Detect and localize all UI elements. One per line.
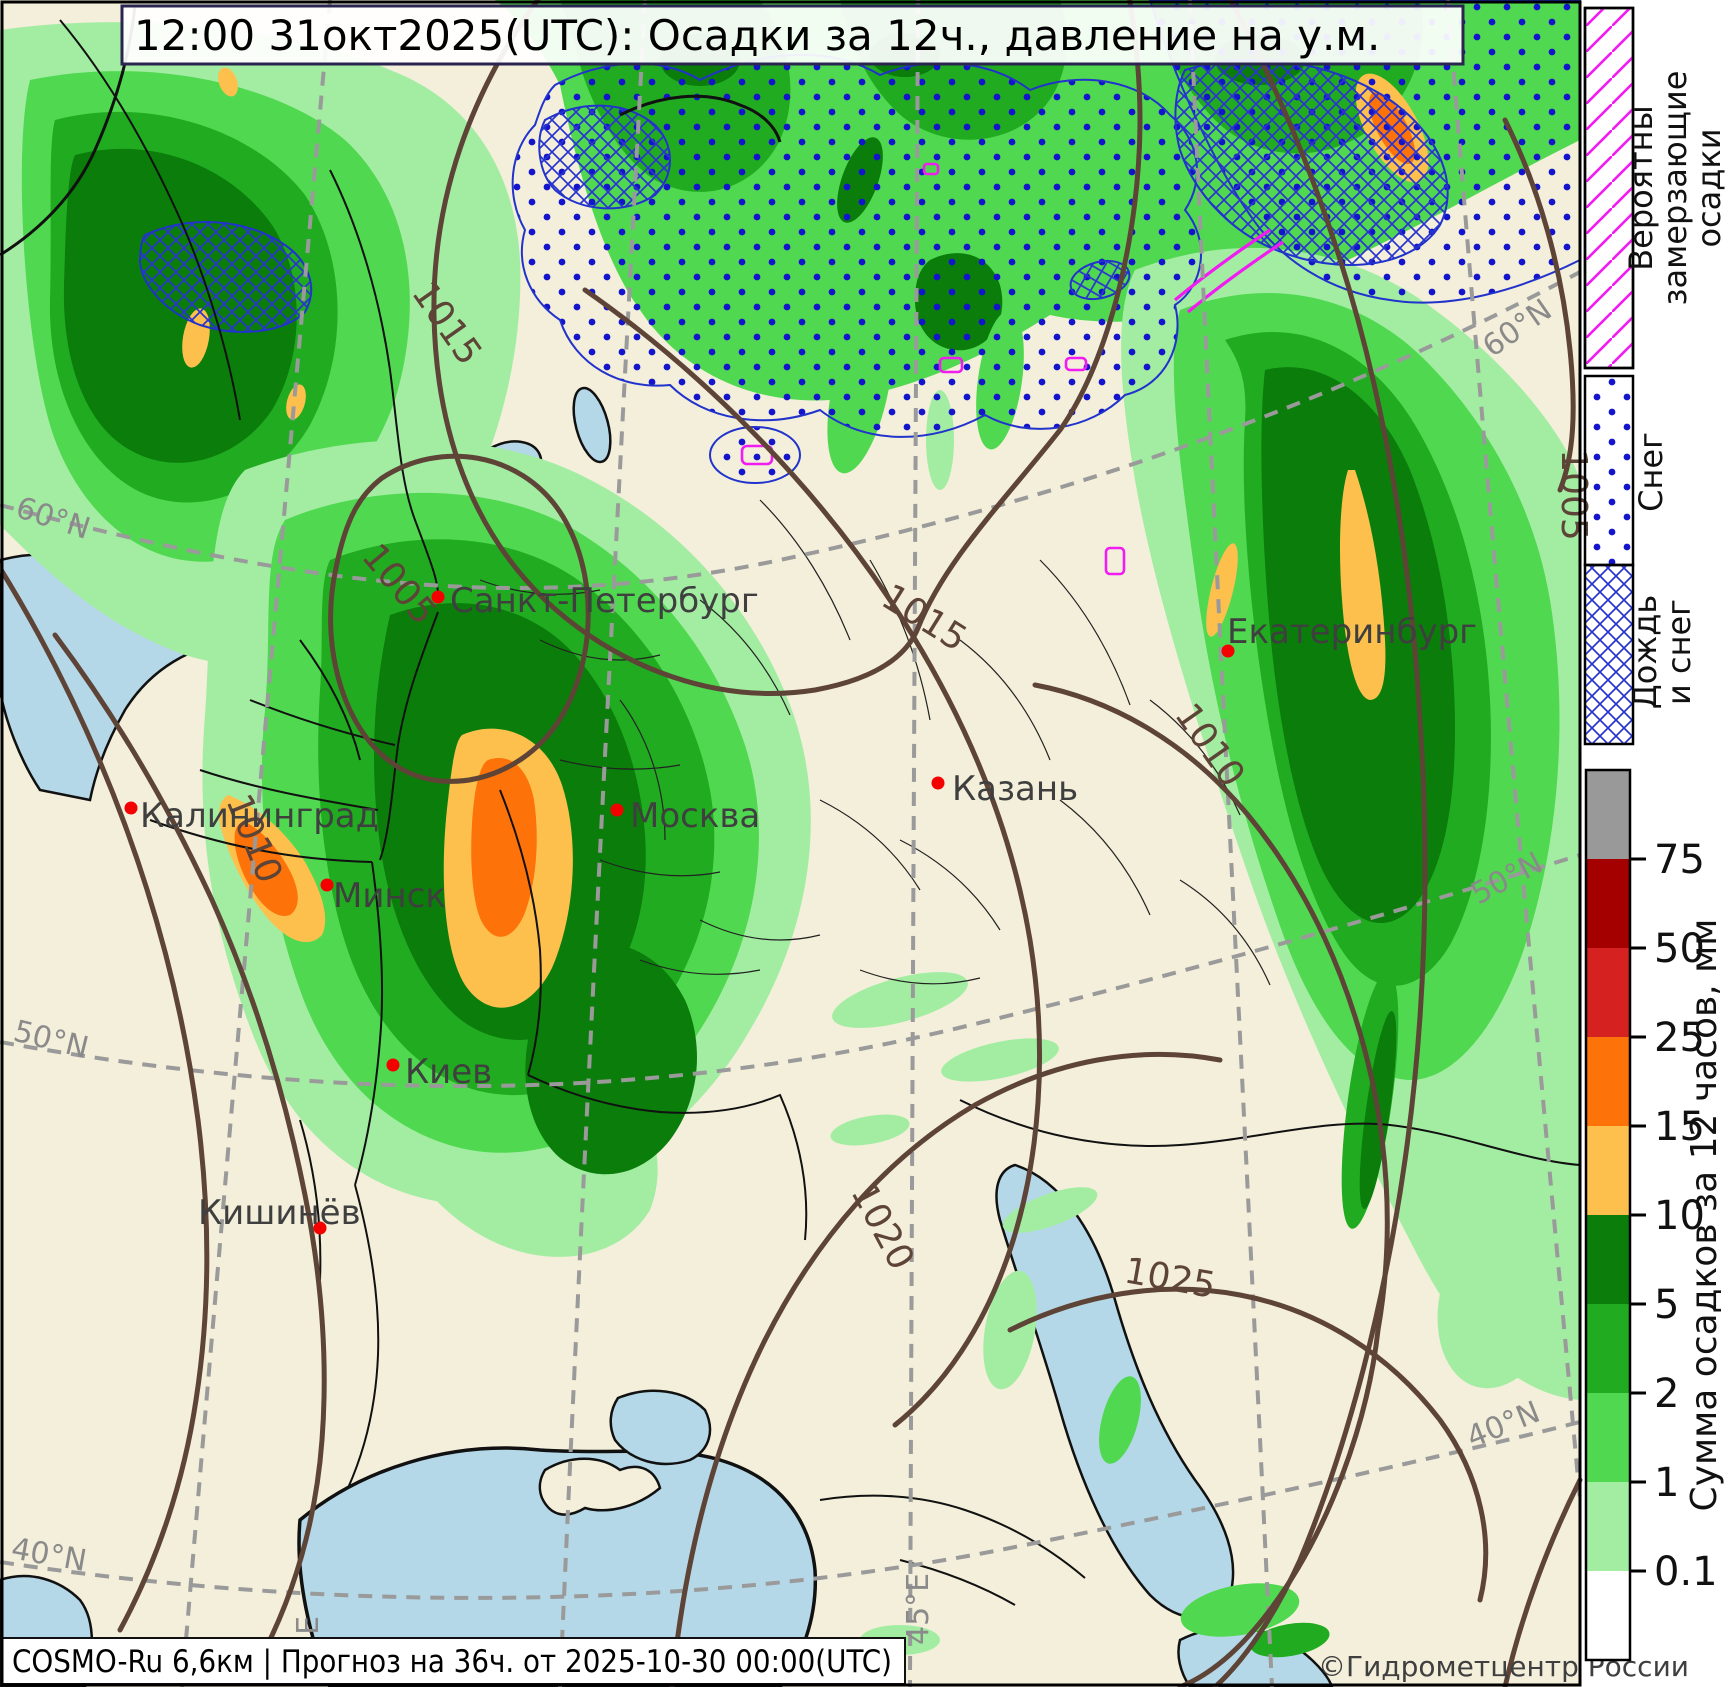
colorbar-segment	[1586, 859, 1630, 948]
city-kiev: Киев	[386, 1052, 492, 1092]
legend-freezing: Вероятны замерзающие осадки	[1583, 6, 1728, 370]
colorbar-tick-label: 15	[1654, 1104, 1705, 1150]
city-label: Санкт-Петербург	[450, 581, 759, 621]
svg-text:Снег: Снег	[1632, 432, 1670, 512]
legend-rainsnow-swatch	[1583, 563, 1635, 746]
city-dot	[931, 776, 945, 790]
city-minsk: Минск	[320, 876, 446, 916]
colorbar-segment	[1586, 1126, 1630, 1215]
city-kishinev: Кишинёв	[198, 1193, 361, 1235]
colorbar-segment	[1586, 1215, 1630, 1304]
city-label: Минск	[333, 876, 446, 916]
colorbar-segment	[1586, 1037, 1630, 1126]
colorbar-tick-label: 5	[1654, 1282, 1679, 1328]
graticule-layer	[0, 0, 1582, 1687]
colorbar: 75 50 25 15 10 5 2 1 0.1 Сумма осадков з…	[1584, 768, 1725, 1662]
colorbar-tick-label: 2	[1654, 1371, 1679, 1417]
colorbar-segment	[1586, 1304, 1630, 1393]
colorbar-tick-label: 75	[1654, 837, 1705, 883]
city-kazan: Казань	[931, 769, 1078, 809]
map-frame	[0, 0, 1582, 1687]
region-borders-layer	[479, 499, 1271, 986]
city-dot	[386, 1058, 400, 1072]
colorbar-title: Сумма осадков за 12 часов, мм	[1684, 919, 1725, 1512]
svg-text:осадки: осадки	[1690, 128, 1728, 247]
legend-snow-rainsnow: Снег Дождь и снег	[1583, 374, 1698, 746]
city-moskva: Москва	[610, 796, 760, 836]
colorbar-tick-label: 50	[1654, 926, 1705, 972]
city-label: Москва	[630, 796, 760, 836]
borders-layer	[0, 4, 1581, 1606]
city-label: Кишинёв	[198, 1193, 361, 1233]
map-title: 12:00 31окт2025(UTC): Осадки за 12ч., да…	[134, 11, 1380, 60]
legend-rainsnow-label: Дождь и снег	[1626, 595, 1698, 709]
grid-label-lon-45: 45°E	[901, 1573, 936, 1645]
city-dot	[320, 878, 334, 892]
colorbar-ticks	[1630, 857, 1646, 1573]
city-dot	[124, 801, 138, 815]
freezing-marks-layer	[740, 162, 1284, 576]
city-dot	[431, 590, 445, 604]
colorbar-segment	[1586, 1393, 1630, 1482]
city-dot	[1221, 644, 1235, 658]
legend-snow-swatch	[1583, 374, 1635, 567]
colorbar-tick-label: 25	[1654, 1015, 1705, 1061]
legend-freezing-label: Вероятны замерзающие осадки	[1622, 71, 1728, 306]
colorbar-segment	[1586, 948, 1630, 1037]
isobars-layer	[0, 0, 1583, 1687]
colorbar-tick-label: 1	[1654, 1460, 1679, 1506]
city-dot	[313, 1221, 327, 1235]
city-kaliningrad: Калининград	[124, 796, 379, 836]
svg-text:замерзающие: замерзающие	[1656, 71, 1694, 306]
city-label: Казань	[952, 769, 1078, 809]
city-sankt-peterburg: Санкт-Петербург	[431, 581, 759, 621]
colorbar-tick-label: 10	[1654, 1193, 1705, 1239]
svg-text:Вероятны: Вероятны	[1622, 105, 1660, 271]
svg-text:Дождь: Дождь	[1626, 595, 1664, 709]
colorbar-tick-label: 0.1	[1654, 1549, 1718, 1595]
colorbar-segments	[1586, 770, 1630, 1660]
city-label: Екатеринбург	[1227, 612, 1477, 652]
city-dot	[610, 803, 624, 817]
svg-text:Сумма осадков за 12 часов, мм: Сумма осадков за 12 часов, мм	[1684, 919, 1725, 1512]
colorbar-segment	[1586, 770, 1630, 859]
footer-model-info: COSMO-Ru 6,6км | Прогноз на 36ч. от 2025…	[12, 1644, 892, 1680]
colorbar-tick-labels: 75 50 25 15 10 5 2 1 0.1	[1654, 837, 1718, 1595]
colorbar-segment	[1586, 1571, 1630, 1660]
city-label: Калининград	[140, 796, 379, 836]
copyright-text: ©Гидрометцентр России	[1318, 1650, 1689, 1683]
colorbar-segment	[1586, 1482, 1630, 1571]
legend-snow-label: Снег	[1632, 432, 1670, 512]
city-ekaterinburg: Екатеринбург	[1221, 612, 1477, 658]
city-label: Киев	[405, 1052, 492, 1092]
svg-text:и снег: и снег	[1660, 599, 1698, 705]
cities-layer: Санкт-Петербург Москва Казань Екатеринбу…	[124, 581, 1477, 1235]
footer-box: COSMO-Ru 6,6км | Прогноз на 36ч. от 2025…	[1, 1637, 906, 1685]
title-box: 12:00 31окт2025(UTC): Осадки за 12ч., да…	[120, 4, 1465, 66]
